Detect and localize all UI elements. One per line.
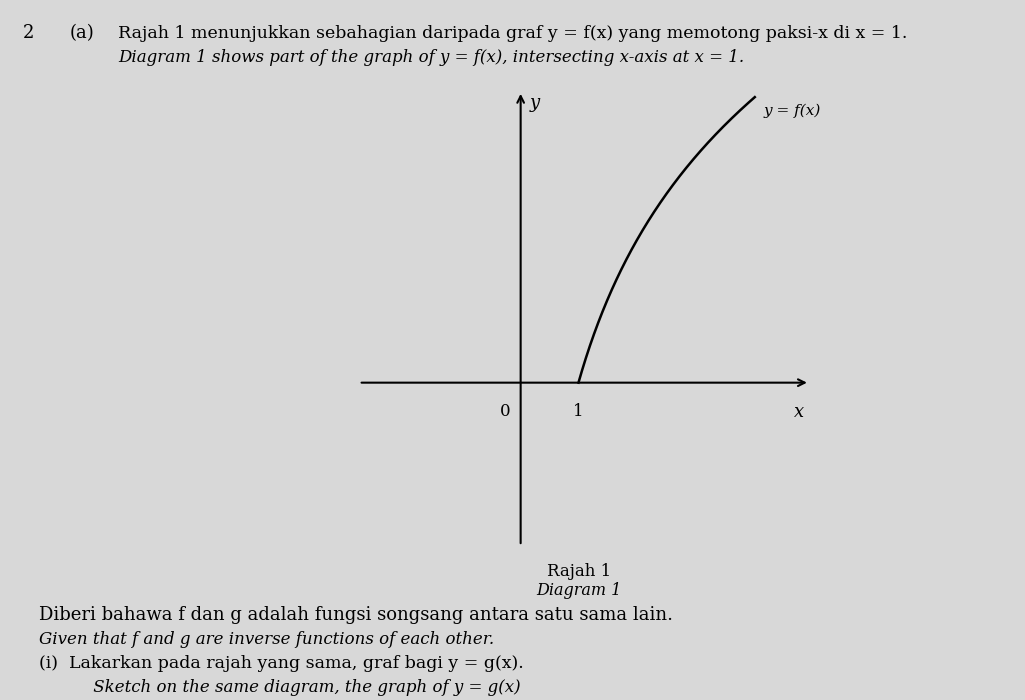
Text: Given that f and g are inverse functions of each other.: Given that f and g are inverse functions…	[39, 631, 494, 648]
Text: (i)  Lakarkan pada rajah yang sama, graf bagi y = g(x).: (i) Lakarkan pada rajah yang sama, graf …	[39, 654, 524, 671]
Text: 1: 1	[573, 403, 584, 420]
Text: Diagram 1 shows part of the graph of y = f(x), intersecting x-axis at x = 1.: Diagram 1 shows part of the graph of y =…	[118, 49, 744, 66]
Text: Rajah 1 menunjukkan sebahagian daripada graf y = f(x) yang memotong paksi-x di x: Rajah 1 menunjukkan sebahagian daripada …	[118, 25, 907, 41]
Text: Sketch on the same diagram, the graph of y = g(x): Sketch on the same diagram, the graph of…	[67, 679, 521, 696]
Text: (a): (a)	[70, 25, 94, 43]
Text: y = f(x): y = f(x)	[764, 104, 821, 118]
Text: Diberi bahawa f dan g adalah fungsi songsang antara satu sama lain.: Diberi bahawa f dan g adalah fungsi song…	[39, 606, 673, 624]
Text: x: x	[793, 403, 804, 421]
Text: Diagram 1: Diagram 1	[536, 582, 622, 599]
Text: 2: 2	[23, 25, 34, 43]
Text: y: y	[529, 94, 539, 112]
Text: 0: 0	[499, 403, 510, 420]
Text: Rajah 1: Rajah 1	[547, 564, 611, 580]
